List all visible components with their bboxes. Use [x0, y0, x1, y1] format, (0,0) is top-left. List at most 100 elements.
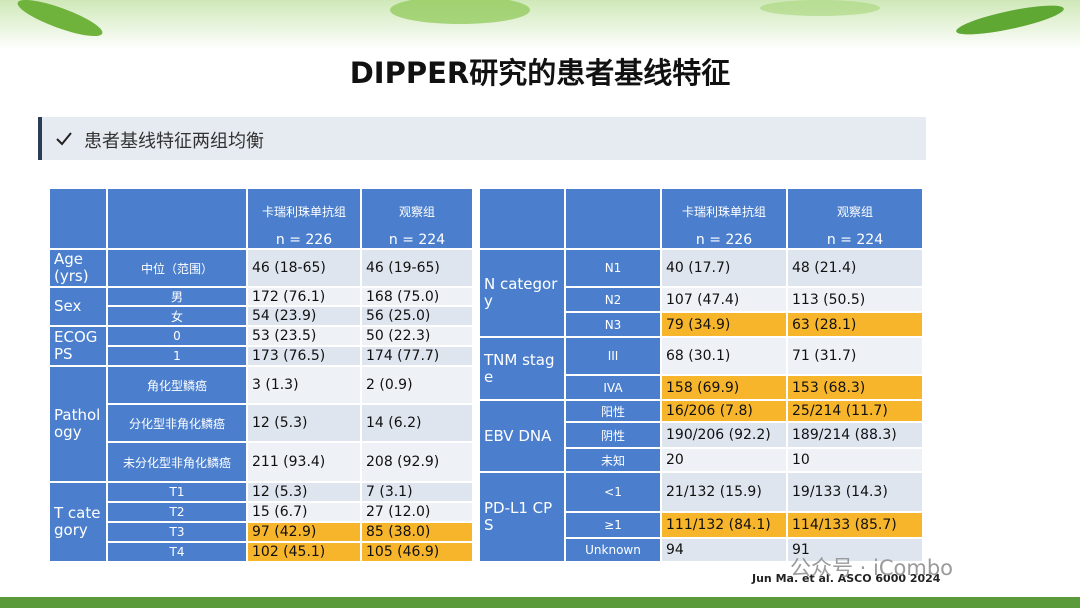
row-label: 角化型鳞癌: [106, 365, 248, 405]
group-label: Pathology: [48, 365, 108, 483]
arm1-value: 15 (6.7): [246, 501, 362, 523]
data-row: N2 107 (47.4) 113 (50.5): [479, 286, 924, 313]
data-row: T4 102 (45.1) 105 (46.9): [49, 541, 474, 563]
row-label: ≥1: [564, 511, 662, 539]
arm2-value: 25/214 (11.7): [786, 399, 924, 423]
arm1-value: 111/132 (84.1): [660, 511, 788, 539]
arm2-value: 153 (68.3): [786, 374, 924, 401]
arm2-value: 85 (38.0): [360, 521, 474, 543]
arm1-value: 40 (17.7): [660, 248, 788, 288]
data-row: Unknown 94 91: [479, 537, 924, 563]
arm2-value: 10: [786, 447, 924, 473]
arm1-value: 20: [660, 447, 788, 473]
arm1-value: 68 (30.1): [660, 336, 788, 376]
arm2-value: 114/133 (85.7): [786, 511, 924, 539]
arm-n: n = 224: [826, 232, 884, 248]
header-blank: [106, 187, 248, 250]
arm2-value: 91: [786, 537, 924, 563]
arm-header: 观察组 n = 224: [360, 187, 474, 250]
data-row: TNM stage III 68 (30.1) 71 (31.7): [478, 336, 924, 401]
arm2-value: 63 (28.1): [786, 311, 924, 338]
data-row: 未知 20 10: [479, 447, 924, 473]
header-blank: [478, 187, 566, 250]
data-row: 未分化型非角化鳞癌 211 (93.4) 208 (92.9): [49, 441, 474, 483]
arm1-value: 12 (5.3): [246, 403, 362, 443]
data-row: Sex 男 172 (76.1) 168 (75.0): [48, 286, 474, 327]
arm2-value: 50 (22.3): [360, 325, 474, 347]
arm2-value: 56 (25.0): [360, 305, 474, 327]
row-label: III: [564, 336, 662, 376]
bottom-bar: [0, 597, 1080, 608]
arm1-value: 97 (42.9): [246, 521, 362, 543]
arm-n: n = 224: [388, 232, 446, 248]
arm2-value: 174 (77.7): [360, 345, 474, 367]
row-label: Unknown: [564, 537, 662, 563]
group-label: ECOG PS: [48, 325, 108, 367]
row-label: IVA: [564, 374, 662, 401]
row-label: 分化型非角化鳞癌: [106, 403, 248, 443]
arm2-value: 19/133 (14.3): [786, 471, 924, 513]
arm1-value: 173 (76.5): [246, 345, 362, 367]
row-label: 未分化型非角化鳞癌: [106, 441, 248, 483]
arm2-value: 48 (21.4): [786, 248, 924, 288]
slide-title: DIPPER研究的患者基线特征: [349, 56, 731, 90]
group-label: Sex: [48, 286, 108, 327]
row-label: 0: [106, 325, 248, 347]
data-row: 分化型非角化鳞癌 12 (5.3) 14 (6.2): [49, 403, 474, 443]
data-row: T category T1 12 (5.3) 7 (3.1): [48, 481, 474, 563]
arm2-value: 7 (3.1): [360, 481, 474, 503]
arm1-value: 102 (45.1): [246, 541, 362, 563]
arm-n: n = 226: [695, 232, 753, 248]
header-blank: [48, 187, 108, 250]
data-row: N category N1 40 (17.7) 48 (21.4): [478, 248, 924, 338]
header-row: 卡瑞利珠单抗组 n = 226 观察组 n = 224: [478, 187, 924, 250]
data-row: IVA 158 (69.9) 153 (68.3): [479, 374, 924, 401]
row-label: N3: [564, 311, 662, 338]
row-label: T1: [106, 481, 248, 503]
row-label: 1: [106, 345, 248, 367]
arm1-value: 107 (47.4): [660, 286, 788, 313]
data-row: ≥1 111/132 (84.1) 114/133 (85.7): [479, 511, 924, 539]
row-label: 未知: [564, 447, 662, 473]
check-icon: [56, 132, 72, 146]
row-label: 阴性: [564, 421, 662, 449]
arm2-value: 71 (31.7): [786, 336, 924, 376]
arm2-value: 208 (92.9): [360, 441, 474, 483]
arm1-value: 94: [660, 537, 788, 563]
arm2-value: 14 (6.2): [360, 403, 474, 443]
data-row: 女 54 (23.9) 56 (25.0): [49, 305, 474, 327]
leaf-banner: [0, 0, 1080, 50]
arm-header: 卡瑞利珠单抗组 n = 226: [246, 187, 362, 250]
group-label: N category: [478, 248, 566, 338]
arm2-value: 113 (50.5): [786, 286, 924, 313]
baseline-table-right: 卡瑞利珠单抗组 n = 226 观察组 n = 224 N category N1 40 (…: [478, 187, 924, 563]
data-row: Pathology 角化型鳞癌 3 (1.3) 2 (0.9): [48, 365, 474, 483]
group-label: PD-L1 CPS: [478, 471, 566, 563]
arm1-value: 16/206 (7.8): [660, 399, 788, 423]
data-row: 1 173 (76.5) 174 (77.7): [49, 345, 474, 367]
watermark: 公众号 · iCombo: [790, 556, 954, 580]
row-label: <1: [564, 471, 662, 513]
row-label: 男: [106, 286, 248, 307]
arm2-value: 27 (12.0): [360, 501, 474, 523]
arm-name: 观察组: [836, 205, 873, 219]
arm1-value: 12 (5.3): [246, 481, 362, 503]
data-row: EBV DNA 阳性 16/206 (7.8) 25/214 (11.7): [478, 399, 924, 473]
data-row: 阴性 190/206 (92.2) 189/214 (88.3): [479, 421, 924, 449]
arm1-value: 53 (23.5): [246, 325, 362, 347]
arm2-value: 46 (19-65): [360, 248, 474, 288]
subtitle: 患者基线特征两组均衡: [84, 131, 264, 152]
data-row: Age (yrs) 中位（范围） 46 (18-65) 46 (19-65): [48, 248, 474, 288]
arm1-value: 211 (93.4): [246, 441, 362, 483]
baseline-table-left: 卡瑞利珠单抗组 n = 226 观察组 n = 224 Age (yrs) 中位（范围） 4…: [48, 187, 474, 563]
group-label: TNM stage: [478, 336, 566, 401]
arm-name: 卡瑞利珠单抗组: [261, 205, 346, 219]
arm1-value: 21/132 (15.9): [660, 471, 788, 513]
data-row: N3 79 (34.9) 63 (28.1): [479, 311, 924, 338]
arm-header: 观察组 n = 224: [786, 187, 924, 250]
group-label: T category: [48, 481, 108, 563]
row-label: N2: [564, 286, 662, 313]
arm2-value: 189/214 (88.3): [786, 421, 924, 449]
arm1-value: 54 (23.9): [246, 305, 362, 327]
